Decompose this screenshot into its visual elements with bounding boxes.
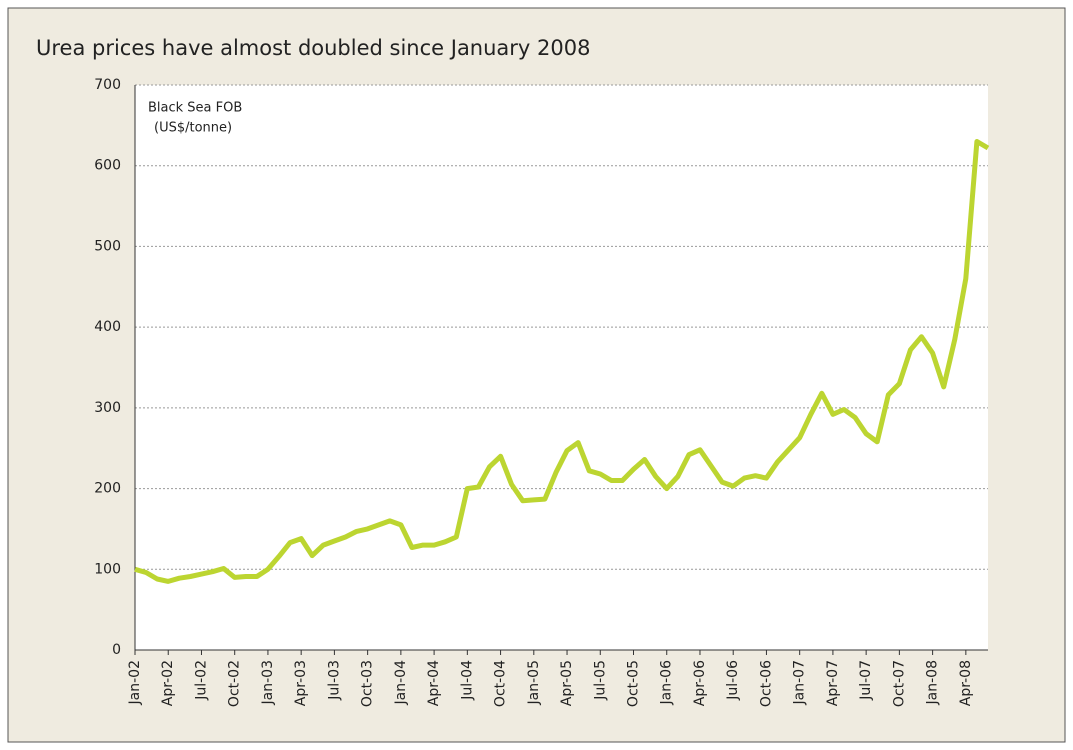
x-tick-label: Jan-06 bbox=[659, 660, 675, 706]
plot-area bbox=[135, 85, 988, 650]
x-tick-label: Jan-07 bbox=[792, 660, 808, 705]
x-tick-label: Apr-07 bbox=[825, 660, 841, 706]
chart-title: Urea prices have almost doubled since Ja… bbox=[36, 36, 590, 60]
y-tick-label: 700 bbox=[94, 77, 121, 93]
y-tick-label: 100 bbox=[94, 561, 121, 577]
x-tick-label: Apr-04 bbox=[426, 660, 442, 706]
x-tick-label: Apr-02 bbox=[160, 660, 176, 706]
x-tick-label: Oct-04 bbox=[493, 660, 509, 707]
x-tick-label: Oct-03 bbox=[360, 660, 376, 707]
y-tick-label: 400 bbox=[94, 319, 121, 335]
y-tick-label: 500 bbox=[94, 238, 121, 254]
annotation: Black Sea FOB bbox=[148, 101, 242, 116]
x-tick-label: Apr-06 bbox=[692, 660, 708, 706]
y-tick-label: 200 bbox=[94, 481, 121, 497]
data-line bbox=[134, 139, 990, 584]
x-tick-label: Jan-04 bbox=[393, 660, 409, 706]
x-tick-label: Jan-05 bbox=[526, 660, 542, 705]
x-tick-label: Apr-03 bbox=[293, 660, 309, 706]
x-tick-label: Apr-05 bbox=[559, 660, 575, 706]
y-tick-label: 600 bbox=[94, 158, 121, 174]
x-tick-label: Jul-04 bbox=[459, 660, 475, 701]
y-tick-label: 300 bbox=[94, 400, 121, 416]
x-tick-label: Jul-05 bbox=[592, 660, 608, 701]
x-tick-label: Oct-07 bbox=[891, 660, 907, 707]
x-tick-label: Oct-05 bbox=[626, 660, 642, 707]
x-tick-label: Apr-08 bbox=[958, 660, 974, 706]
x-tick-label: Jan-03 bbox=[260, 660, 276, 705]
x-tick-label: Oct-06 bbox=[758, 660, 774, 707]
x-tick-label: Oct-02 bbox=[227, 660, 243, 707]
x-tick-label: Jul-07 bbox=[858, 660, 874, 701]
y-tick-label: 0 bbox=[112, 642, 121, 658]
x-tick-label: Jan-08 bbox=[925, 660, 941, 705]
x-tick-label: Jul-02 bbox=[193, 660, 209, 701]
annotation: (US$/tonne) bbox=[154, 121, 232, 136]
x-tick-label: Jan-02 bbox=[127, 660, 143, 705]
x-tick-label: Jul-06 bbox=[725, 660, 741, 701]
x-tick-label: Jul-03 bbox=[326, 660, 342, 701]
